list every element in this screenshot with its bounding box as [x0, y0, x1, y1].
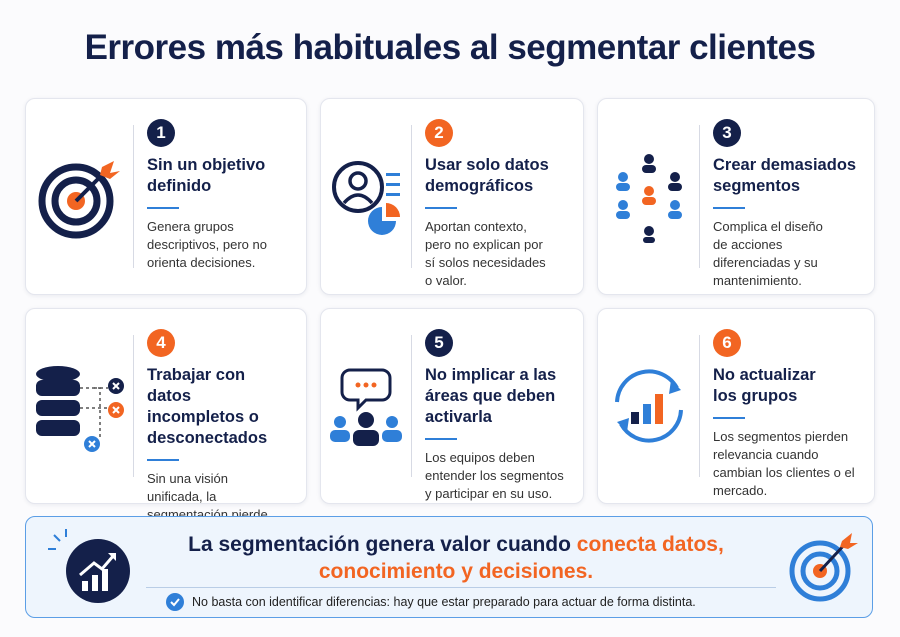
card: 5 No implicar a las áreas que deben acti… [320, 308, 584, 504]
icon-target [26, 99, 133, 294]
card-title: No implicar a las áreas que deben activa… [425, 366, 557, 426]
icon-profile [321, 99, 411, 294]
note-text: No basta con identificar diferencias: ha… [192, 595, 696, 609]
divider [411, 335, 412, 477]
rule [425, 207, 457, 209]
icon-growth [48, 529, 130, 603]
page-title: Errores más habituales al segmentar clie… [84, 28, 816, 67]
card: 4 Trabajar con datos incompletos o desco… [25, 308, 307, 540]
check-icon [166, 593, 184, 611]
card-number: 1 [147, 119, 175, 147]
card-description: Genera grupos descriptivos, pero no orie… [147, 219, 267, 270]
card-number: 2 [425, 119, 453, 147]
card: 1 Sin un objetivo definido Genera grupos… [25, 98, 307, 295]
card: 6 No actualizar los grupos Los segmentos… [597, 308, 875, 504]
icon-people [598, 99, 699, 294]
card-title: No actualizar los grupos [713, 366, 816, 405]
divider [411, 125, 412, 268]
conclusion-text: La segmentación genera valor cuando cone… [156, 531, 756, 585]
icon-refresh [598, 309, 699, 503]
rule [147, 207, 179, 209]
rule [425, 438, 457, 440]
card: 3 Crear demasiados segmentos Complica el… [597, 98, 875, 295]
card-description: Complica el diseño de acciones diferenci… [713, 219, 823, 288]
icon-database [26, 309, 133, 503]
divider [699, 335, 700, 477]
card-content: 1 Sin un objetivo definido Genera grupos… [147, 119, 294, 272]
card-content: 5 No implicar a las áreas que deben acti… [425, 329, 571, 503]
card-number: 6 [713, 329, 741, 357]
card-content: 6 No actualizar los grupos Los segmentos… [713, 329, 862, 500]
card-title: Usar solo datos demográficos [425, 156, 549, 195]
divider [133, 335, 134, 477]
card-number: 4 [147, 329, 175, 357]
card-title: Trabajar con datos incompletos o descone… [147, 366, 268, 447]
card-content: 2 Usar solo datos demográficos Aportan c… [425, 119, 571, 290]
card-description: Los equipos deben entender los segmentos… [425, 450, 564, 501]
rule [713, 417, 745, 419]
card-number: 5 [425, 329, 453, 357]
card: 2 Usar solo datos demográficos Aportan c… [320, 98, 584, 295]
card-title: Crear demasiados segmentos [713, 156, 857, 195]
conclusion-note: No basta con identificar diferencias: ha… [166, 593, 696, 611]
icon-team [321, 309, 411, 503]
divider [133, 125, 134, 268]
conclusion-box: La segmentación genera valor cuando cone… [25, 516, 873, 618]
card-title: Sin un objetivo definido [147, 156, 266, 195]
card-description: Aportan contexto, pero no explican por s… [425, 219, 546, 288]
icon-target-small [789, 533, 858, 602]
card-content: 3 Crear demasiados segmentos Complica el… [713, 119, 862, 290]
card-description: Los segmentos pierden relevancia cuando … [713, 429, 855, 498]
divider [699, 125, 700, 268]
rule [147, 459, 179, 461]
rule [713, 207, 745, 209]
card-number: 3 [713, 119, 741, 147]
separator [146, 587, 776, 588]
card-content: 4 Trabajar con datos incompletos o desco… [147, 329, 294, 542]
conclusion-lead: La segmentación genera valor cuando [188, 533, 571, 556]
conclusion-highlight: conecta datos, conocimiento y decisiones… [318, 533, 724, 583]
